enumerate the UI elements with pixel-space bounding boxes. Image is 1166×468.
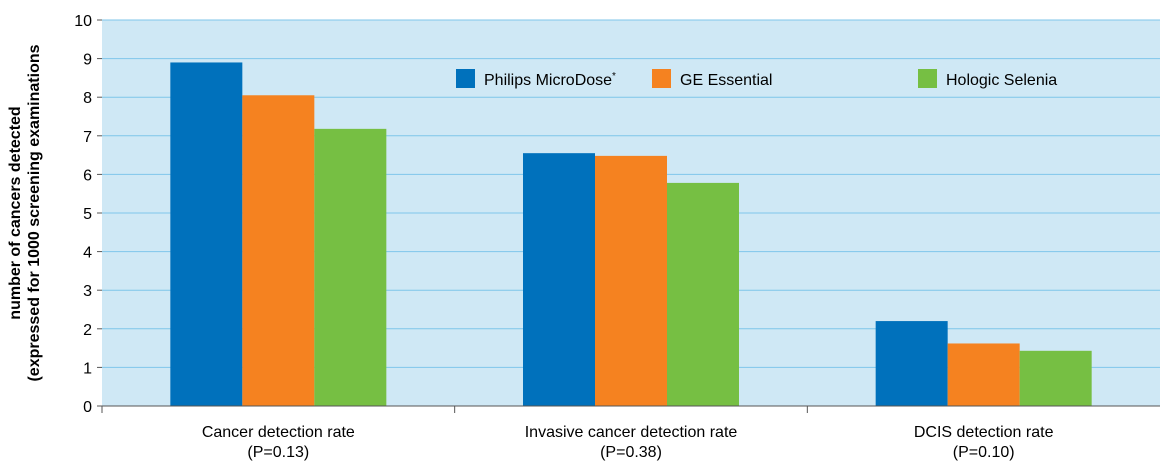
x-category-label: Invasive cancer detection rate [525, 424, 738, 441]
legend-swatch [456, 69, 475, 88]
y-tick-label: 2 [83, 322, 92, 339]
bar [170, 62, 243, 407]
bar [1019, 350, 1092, 406]
y-axis-label-line-2: (expressed for 1000 screening examinatio… [26, 44, 43, 381]
legend-swatch [652, 69, 671, 88]
y-tick-label: 1 [83, 360, 92, 377]
y-tick-label: 0 [83, 399, 92, 416]
x-category-note: (P=0.13) [247, 444, 309, 461]
legend-label: Hologic Selenia [946, 72, 1057, 89]
y-axis-label-line-1: number of cancers detected [7, 106, 24, 319]
x-axis-ticks: Cancer detection rate (P=0.13) Invasive ca… [101, 406, 1054, 461]
bar [667, 182, 739, 406]
x-category-note: (P=0.10) [953, 444, 1015, 461]
x-category-label: Cancer detection rate [202, 424, 355, 441]
bar [875, 321, 948, 406]
y-tick-label: 6 [83, 167, 92, 184]
legend-label-text: Philips MicroDose [484, 72, 612, 89]
legend-swatch [918, 69, 937, 88]
legend-label-text: Hologic Selenia [946, 72, 1057, 89]
legend-label: GE Essential [680, 72, 772, 89]
legend-label: Philips MicroDose* [484, 71, 616, 89]
y-tick-label: 9 [83, 52, 92, 69]
y-tick-label: 7 [83, 129, 92, 146]
x-category-note: (P=0.38) [600, 444, 662, 461]
y-tick-label: 4 [83, 245, 92, 262]
bar [947, 343, 1020, 406]
y-axis-ticks: 0 1 2 3 4 5 6 7 8 9 10 [74, 13, 102, 416]
y-tick-label: 8 [83, 90, 92, 107]
bar [242, 95, 315, 407]
x-category-label: DCIS detection rate [914, 424, 1054, 441]
bar [523, 153, 595, 406]
bar [314, 128, 387, 407]
legend-label-text: GE Essential [680, 72, 772, 89]
y-tick-label: 5 [83, 206, 92, 223]
y-tick-label: 3 [83, 283, 92, 300]
bar [595, 155, 667, 406]
y-axis-label: number of cancers detected (expressed fo… [7, 44, 43, 381]
y-tick-label: 10 [74, 13, 92, 30]
bars [170, 62, 1092, 407]
legend: Philips MicroDose* GE Essential Hologic Se… [456, 69, 1057, 89]
legend-label-mark: * [612, 71, 616, 82]
